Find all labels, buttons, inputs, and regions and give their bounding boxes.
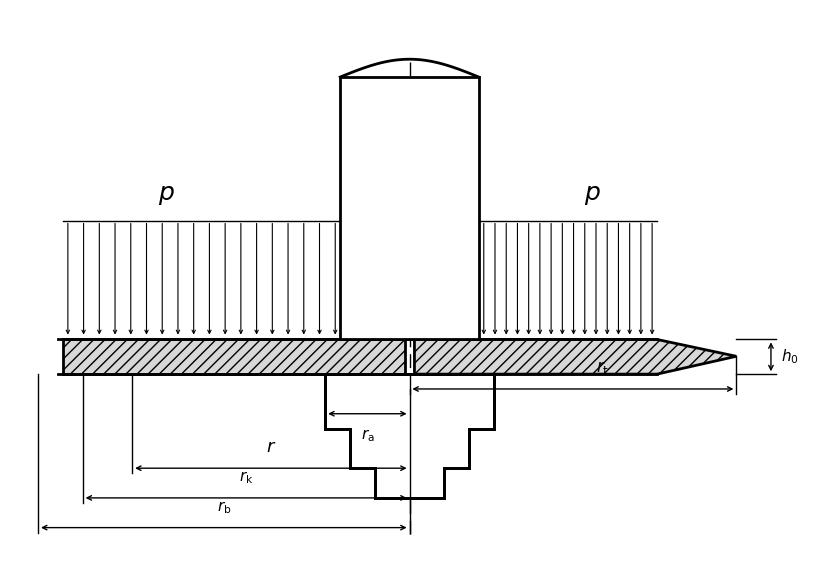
Text: $r$: $r$ (265, 438, 276, 457)
Text: $r_{\rm b}$: $r_{\rm b}$ (216, 499, 231, 516)
Text: $r_{\rm t}$: $r_{\rm t}$ (596, 359, 609, 377)
Text: $r_{\rm k}$: $r_{\rm k}$ (239, 469, 253, 486)
Text: $p$: $p$ (584, 184, 601, 207)
Text: $r_{\rm a}$: $r_{\rm a}$ (360, 428, 374, 444)
Text: $h_0$: $h_0$ (781, 348, 799, 366)
Polygon shape (340, 77, 479, 340)
Polygon shape (325, 374, 494, 498)
Polygon shape (63, 340, 405, 374)
Polygon shape (414, 340, 736, 374)
Text: $p$: $p$ (159, 184, 175, 207)
